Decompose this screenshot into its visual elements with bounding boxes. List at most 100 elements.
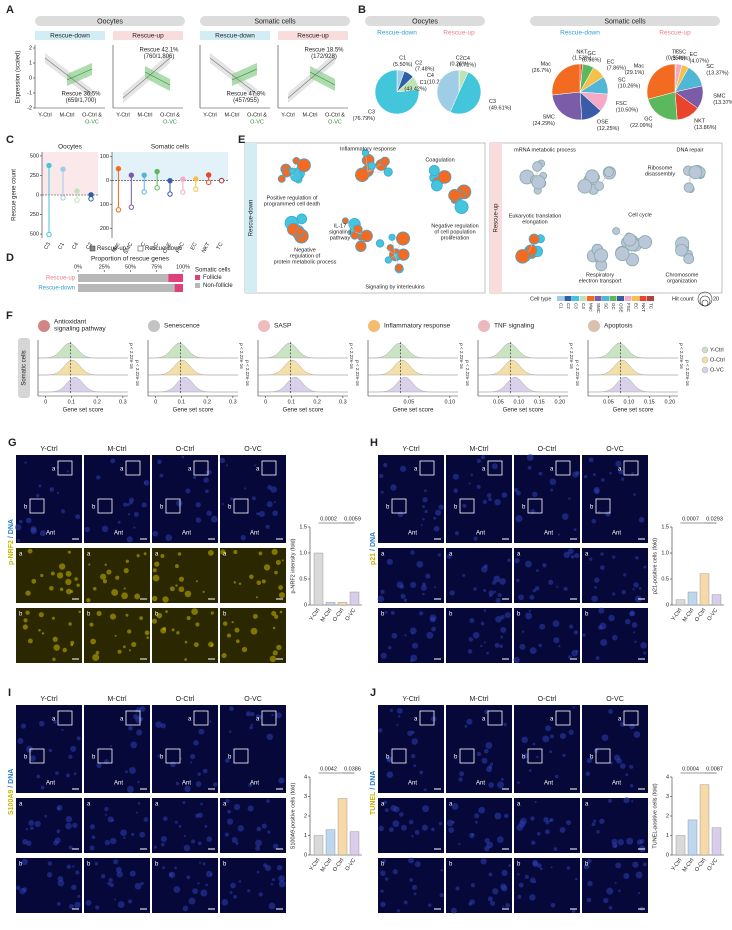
network-node bbox=[288, 167, 296, 175]
inset-label: b bbox=[160, 755, 164, 761]
lollipop-head bbox=[218, 177, 225, 184]
micrograph-texture bbox=[497, 781, 504, 789]
micrograph-texture bbox=[56, 804, 63, 811]
micrograph-texture bbox=[612, 555, 616, 559]
micrograph-texture bbox=[392, 820, 400, 828]
micrograph-texture bbox=[493, 590, 497, 594]
micrograph-texture bbox=[379, 473, 384, 479]
micrograph-texture bbox=[205, 883, 208, 887]
y-axis-label: p-NRF2 intensity (fold) bbox=[290, 538, 296, 593]
group-title: Oocytes bbox=[412, 18, 438, 25]
micrograph bbox=[16, 608, 82, 663]
micrograph-texture bbox=[640, 642, 647, 649]
y-tick-label: 0 bbox=[304, 852, 307, 858]
micrograph-texture bbox=[491, 463, 498, 470]
group-title: Oocytes bbox=[58, 144, 83, 151]
legend-swatch bbox=[624, 296, 632, 301]
row-label: Rescue-up bbox=[46, 276, 76, 282]
micrograph-texture bbox=[126, 536, 133, 543]
micrograph-texture bbox=[122, 645, 126, 649]
micrograph-texture bbox=[638, 516, 645, 523]
micrograph-texture bbox=[609, 471, 612, 475]
density-ridge bbox=[367, 343, 458, 359]
micrograph-texture bbox=[569, 624, 574, 629]
slice-label: GC bbox=[644, 116, 652, 122]
micrograph-texture bbox=[222, 621, 228, 626]
slice-value-label: (4.07%) bbox=[690, 58, 709, 64]
micrograph-texture bbox=[128, 766, 136, 774]
term-label: Ribosome bbox=[648, 165, 673, 171]
legend-swatch bbox=[557, 296, 564, 301]
bar bbox=[699, 784, 710, 856]
micrograph-texture bbox=[620, 763, 626, 769]
micrograph-texture bbox=[446, 554, 452, 559]
micrograph-texture bbox=[429, 614, 437, 622]
micrograph-texture bbox=[468, 482, 471, 485]
panel-title: Inflammatory response bbox=[384, 323, 450, 330]
group-title: Somatic cells bbox=[604, 18, 646, 25]
micrograph bbox=[378, 548, 444, 603]
legend-label: SMC bbox=[596, 303, 601, 314]
micrograph-texture bbox=[549, 478, 557, 486]
micrograph-texture bbox=[271, 878, 275, 882]
micrograph-texture bbox=[66, 864, 72, 869]
micrograph-texture bbox=[131, 832, 135, 836]
micrograph-texture bbox=[629, 610, 636, 616]
slice-label: Mac bbox=[541, 62, 552, 68]
micrograph-texture bbox=[192, 888, 199, 895]
micrograph-texture bbox=[275, 559, 281, 565]
micrograph-texture bbox=[237, 825, 244, 832]
micrograph-texture bbox=[483, 748, 489, 754]
micrograph-texture bbox=[517, 781, 520, 784]
micrograph-texture bbox=[135, 811, 138, 814]
y-tick-label: 0.5 bbox=[661, 576, 669, 582]
network-node bbox=[594, 248, 609, 263]
x-label: O-Ctrl & bbox=[82, 112, 102, 118]
micrograph-texture bbox=[138, 716, 143, 722]
p-value: p < 2.22e-16 bbox=[245, 360, 250, 386]
network-node bbox=[585, 169, 600, 184]
column-label: O-Ctrl bbox=[176, 446, 195, 453]
micrograph-texture bbox=[14, 524, 22, 531]
column-label: O-VC bbox=[244, 446, 262, 453]
micrograph-texture bbox=[204, 489, 209, 494]
micrograph-texture bbox=[271, 548, 278, 555]
micrograph-texture bbox=[459, 771, 465, 777]
inset-label: a bbox=[449, 552, 453, 558]
micrograph-texture bbox=[404, 634, 407, 637]
inset-label: a bbox=[517, 802, 521, 808]
micrograph-texture bbox=[626, 837, 634, 845]
column-label: Y-Ctrl bbox=[402, 696, 420, 703]
micrograph-texture bbox=[274, 570, 278, 575]
column-label: O-VC bbox=[606, 696, 624, 703]
slice-value-label: (43.42%) bbox=[404, 86, 426, 92]
micrograph-texture bbox=[110, 837, 117, 845]
network-node bbox=[531, 175, 546, 190]
pie-header: Rescue-down bbox=[377, 30, 417, 37]
micrograph-texture bbox=[178, 576, 185, 582]
pie-header: Rescue-down bbox=[560, 30, 600, 37]
x-tick-label: 0.05 bbox=[404, 399, 415, 405]
hit-count-circle bbox=[699, 295, 711, 307]
micrograph-texture bbox=[156, 612, 163, 619]
region-label: Ant bbox=[476, 781, 485, 787]
micrograph-texture bbox=[195, 580, 198, 583]
inset-box bbox=[419, 460, 435, 476]
region-label: Ant bbox=[476, 531, 485, 537]
micrograph-texture bbox=[380, 889, 384, 893]
micrograph-texture bbox=[484, 845, 490, 852]
inset-label: b bbox=[522, 755, 526, 761]
micrograph-texture bbox=[168, 872, 173, 877]
inset-box bbox=[29, 748, 45, 764]
micrograph bbox=[220, 705, 286, 793]
micrograph-texture bbox=[136, 554, 140, 558]
micrograph-texture bbox=[258, 892, 263, 897]
micrograph-texture bbox=[40, 573, 44, 578]
micrograph-texture bbox=[634, 640, 637, 644]
group-title-bar bbox=[35, 16, 185, 26]
micrograph-texture bbox=[131, 641, 137, 648]
micrograph-texture bbox=[633, 631, 636, 634]
micrograph bbox=[16, 798, 82, 853]
micrograph-texture bbox=[49, 586, 54, 591]
micrograph-texture bbox=[46, 872, 53, 878]
